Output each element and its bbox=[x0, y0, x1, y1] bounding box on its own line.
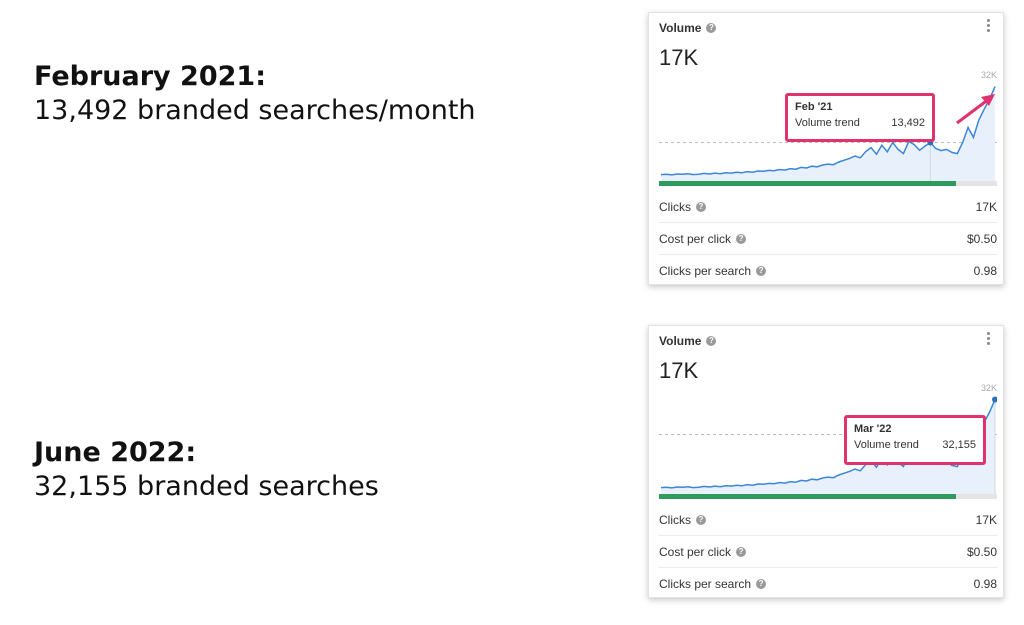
help-icon[interactable]: ? bbox=[706, 336, 717, 346]
volume-card-feb-2021: Volume ? 17K 32K Feb '21 Volume trend 13… bbox=[648, 12, 1004, 285]
metric-value: $0.50 bbox=[966, 544, 997, 559]
metrics-list: Clicks? 17K Cost per click? $0.50 Clicks… bbox=[659, 504, 997, 599]
clicks-share-fill bbox=[659, 181, 957, 186]
metric-label: Cost per click bbox=[659, 544, 732, 559]
metric-row-clicks: Clicks? 17K bbox=[659, 504, 997, 536]
metric-row-clicks-per-search: Clicks per search? 0.98 bbox=[659, 255, 997, 286]
tooltip-date: Mar '22 bbox=[854, 423, 892, 435]
metrics-list: Clicks? 17K Cost per click? $0.50 Clicks… bbox=[659, 191, 997, 286]
clicks-share-fill bbox=[659, 494, 957, 499]
tooltip-value: 13,492 bbox=[891, 117, 925, 129]
metric-row-cost-per-click: Cost per click? $0.50 bbox=[659, 223, 997, 255]
metric-row-cost-per-click: Cost per click? $0.50 bbox=[659, 536, 997, 568]
metric-value: 0.98 bbox=[973, 263, 997, 278]
pointer-arrow bbox=[956, 97, 990, 125]
tooltip-date: Feb '21 bbox=[795, 101, 833, 113]
volume-value: 17K bbox=[659, 45, 699, 70]
volume-trend-tooltip: Mar '22 Volume trend 32,155 bbox=[844, 415, 986, 465]
volume-trend-chart[interactable] bbox=[659, 79, 997, 189]
trend-area bbox=[661, 86, 995, 183]
caption-title: February 2021: bbox=[34, 61, 267, 92]
caption-subtitle: 13,492 branded searches/month bbox=[34, 95, 476, 126]
volume-value: 17K bbox=[659, 358, 699, 383]
trend-area bbox=[661, 399, 995, 496]
help-icon[interactable]: ? bbox=[736, 546, 747, 557]
help-icon[interactable]: ? bbox=[756, 578, 767, 589]
metric-label: Clicks per search bbox=[659, 263, 752, 278]
metric-label: Clicks bbox=[659, 199, 691, 214]
card-heading: Volume ? bbox=[659, 334, 717, 348]
metric-label: Cost per click bbox=[659, 231, 732, 246]
help-icon[interactable]: ? bbox=[706, 23, 717, 33]
trend-line bbox=[660, 86, 996, 176]
caption-february-2021: February 2021: 13,492 branded searches/m… bbox=[34, 60, 476, 128]
metric-label: Clicks bbox=[659, 512, 691, 527]
more-options-icon[interactable] bbox=[987, 19, 991, 32]
tooltip-label: Volume trend bbox=[854, 439, 919, 451]
metric-value: 17K bbox=[975, 512, 997, 527]
card-heading: Volume ? bbox=[659, 21, 717, 35]
pointer-arrow-head bbox=[981, 94, 995, 106]
tooltip-label: Volume trend bbox=[795, 117, 860, 129]
clicks-share-bar bbox=[659, 181, 997, 186]
help-icon[interactable]: ? bbox=[756, 265, 767, 276]
help-icon[interactable]: ? bbox=[736, 233, 747, 244]
chart-max-label: 32K bbox=[980, 70, 997, 80]
help-icon[interactable]: ? bbox=[696, 201, 706, 212]
heading-label: Volume bbox=[659, 21, 702, 35]
chart-max-label: 32K bbox=[980, 383, 997, 393]
volume-trend-tooltip: Feb '21 Volume trend 13,492 bbox=[785, 93, 935, 142]
metric-row-clicks: Clicks? 17K bbox=[659, 191, 997, 223]
caption-title: June 2022: bbox=[34, 437, 197, 468]
heading-label: Volume bbox=[659, 334, 702, 348]
highlight-point bbox=[992, 396, 997, 403]
metric-label: Clicks per search bbox=[659, 576, 752, 591]
volume-card-mar-2022: Volume ? 17K 32K Mar '22 Volume trend 32… bbox=[648, 325, 1004, 598]
clicks-share-bar bbox=[659, 494, 997, 499]
more-options-icon[interactable] bbox=[987, 332, 991, 345]
caption-subtitle: 32,155 branded searches bbox=[34, 471, 379, 502]
caption-june-2022: June 2022: 32,155 branded searches bbox=[34, 436, 379, 504]
metric-value: 0.98 bbox=[973, 576, 997, 591]
tooltip-value: 32,155 bbox=[942, 439, 976, 451]
metric-row-clicks-per-search: Clicks per search? 0.98 bbox=[659, 568, 997, 599]
metric-value: 17K bbox=[975, 199, 997, 214]
metric-value: $0.50 bbox=[966, 231, 997, 246]
help-icon[interactable]: ? bbox=[696, 514, 706, 525]
